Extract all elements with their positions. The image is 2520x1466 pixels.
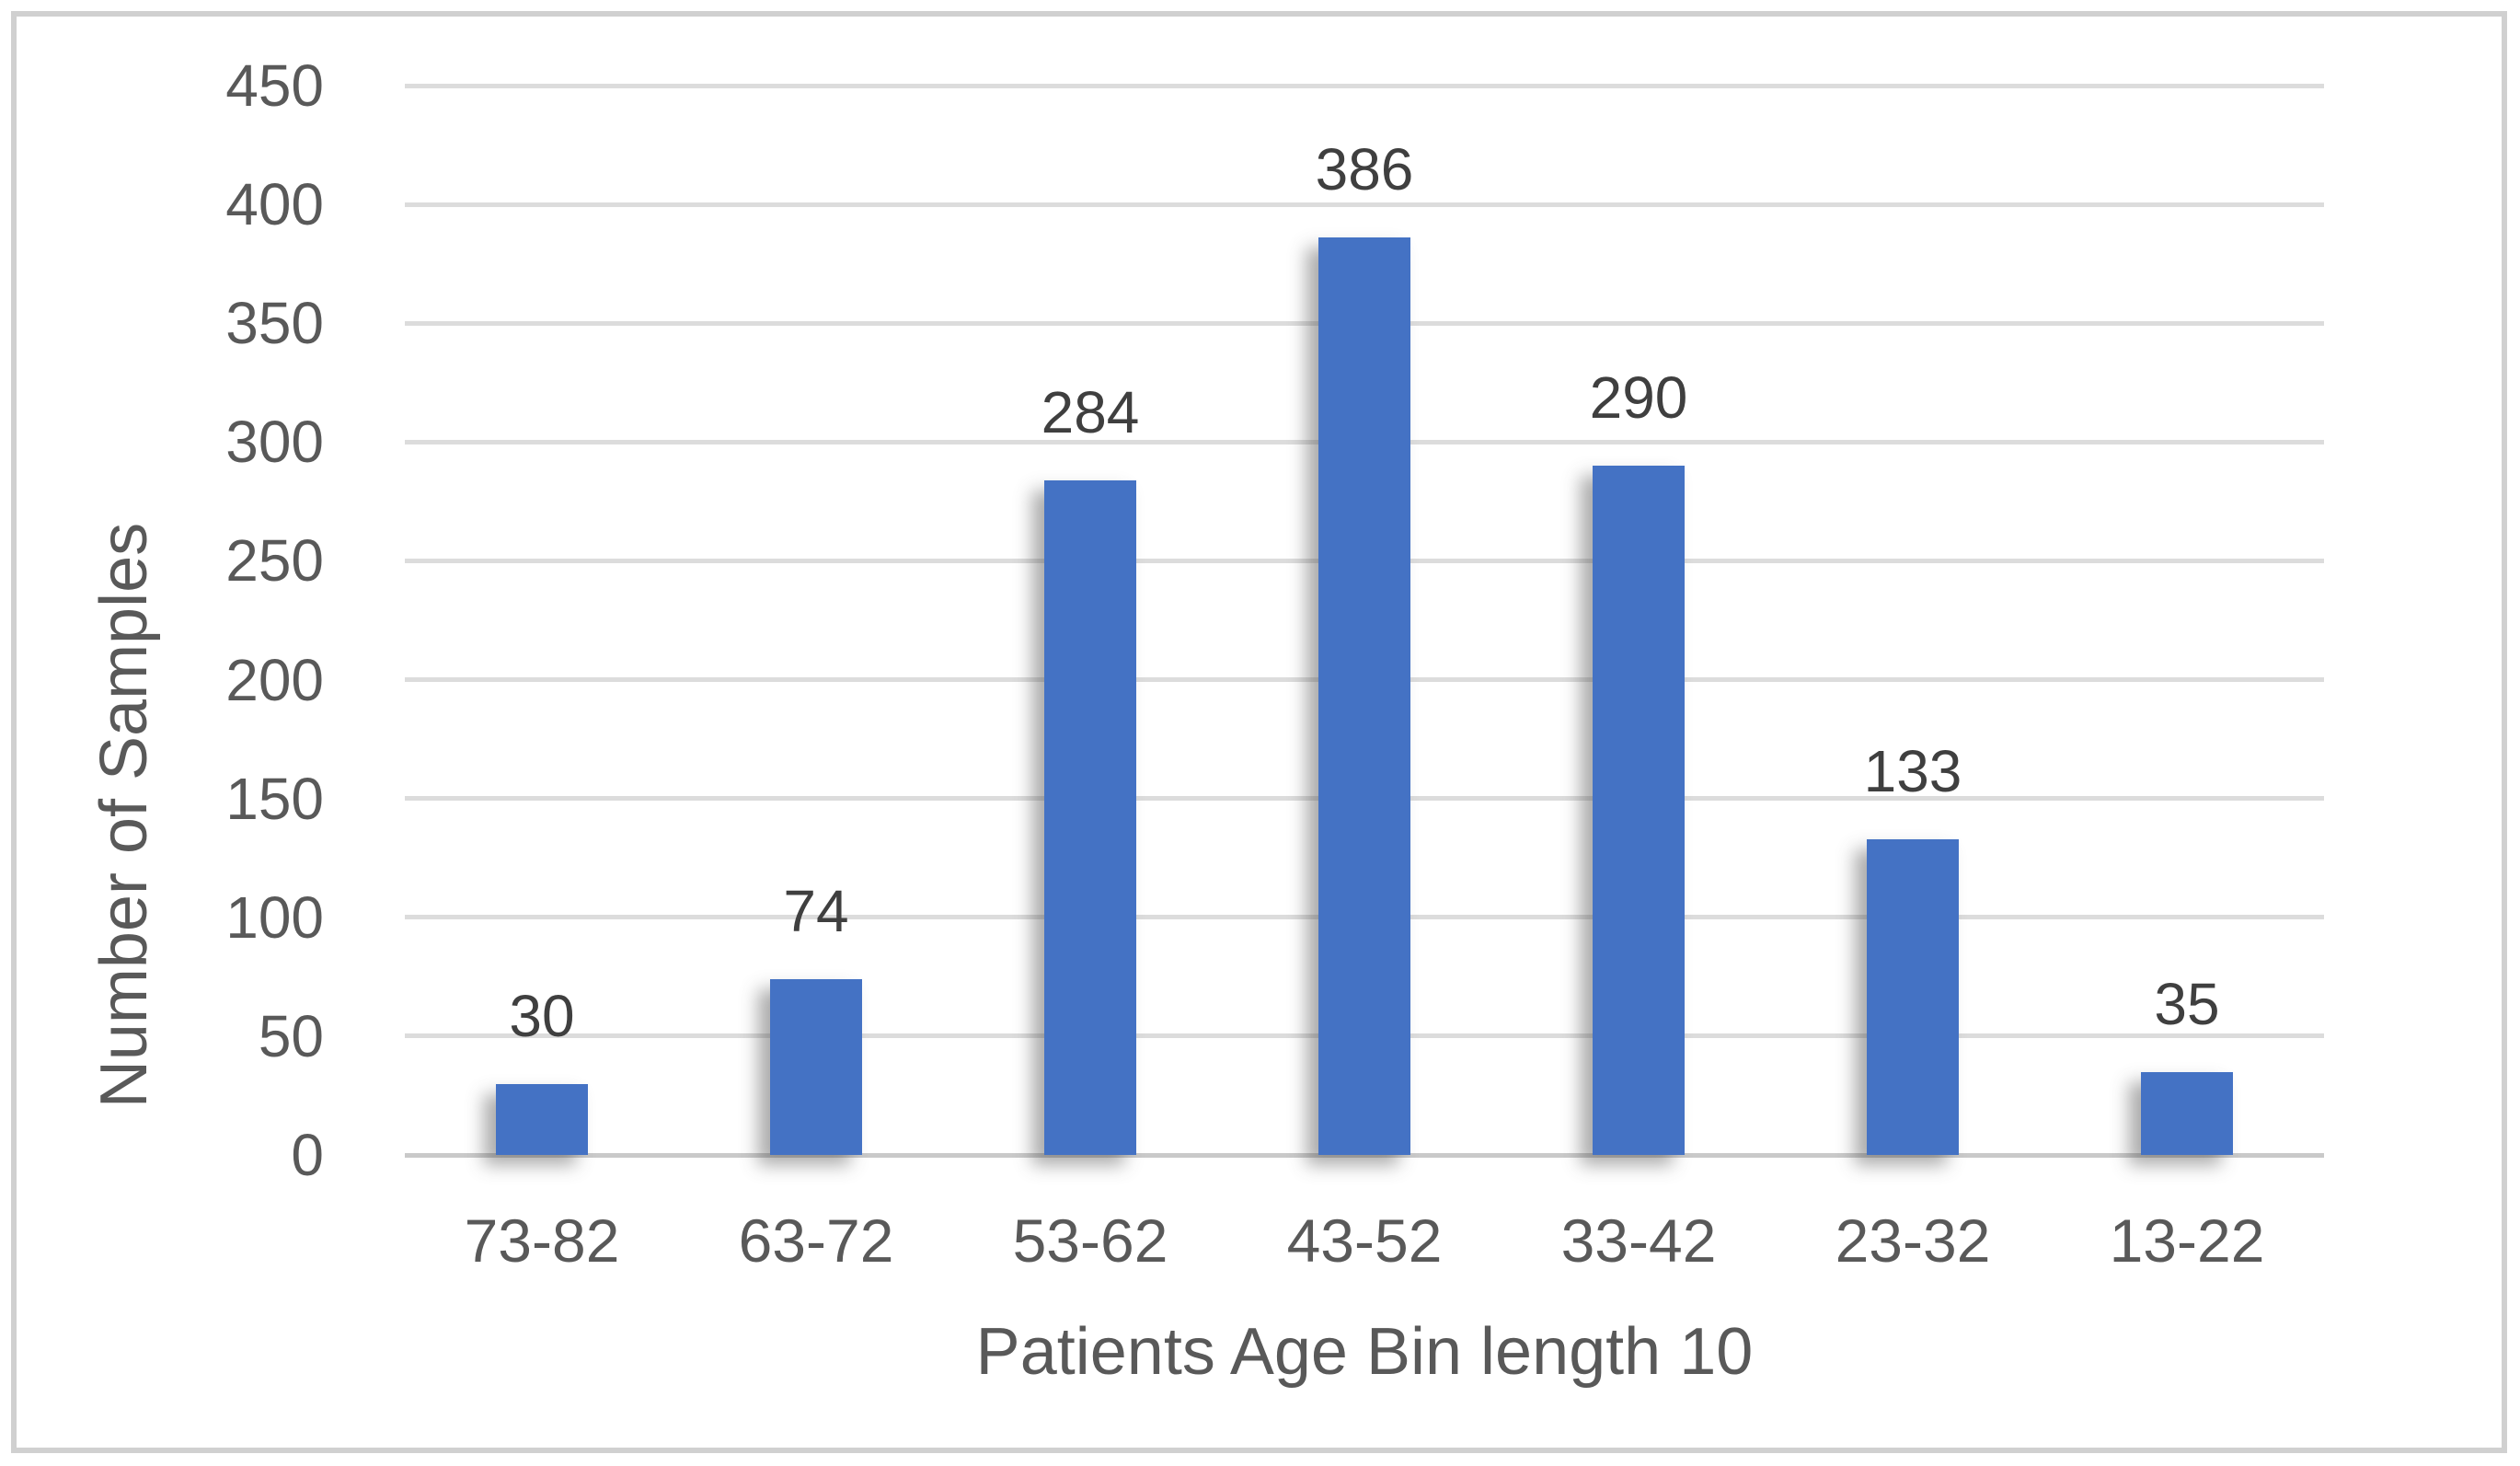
x-axis-line [405,1152,2324,1158]
x-tick-label-33-42: 33-42 [1560,1206,1717,1275]
bar-slot-73-82: 30 [405,86,679,1155]
bar-73-82 [496,1083,588,1155]
bar-slot-13-22: 35 [2050,86,2324,1155]
y-tick-label-250: 250 [225,527,324,594]
y-axis-title: Number of Samples [87,522,161,1109]
y-tick-label-300: 300 [225,409,324,476]
bar-value-label-53-62: 284 [1041,378,1140,445]
bar-value-label-23-32: 133 [1863,737,1962,804]
bar-slot-43-52: 386 [1227,86,1502,1155]
bar-slot-23-32: 133 [1776,86,2050,1155]
bar-slot-53-62: 284 [953,86,1227,1155]
y-tick-label-450: 450 [225,52,324,119]
bar-slot-63-72: 74 [679,86,953,1155]
plot-area: Patients Age Bin length 10 0 50 100 150 200 2… [225,56,2324,1385]
bar-53-62 [1044,479,1136,1155]
y-tick-label-200: 200 [225,646,324,713]
bar-13-22 [2141,1071,2233,1155]
y-tick-label-400: 400 [225,171,324,238]
x-tick-label-13-22: 13-22 [2109,1206,2265,1275]
y-tick-label-0: 0 [291,1122,324,1188]
chart-frame [11,11,2507,1453]
x-tick-label-23-32: 23-32 [1835,1206,1991,1275]
y-tick-label-50: 50 [258,1002,324,1069]
gridline-450 [405,83,2324,88]
bar-value-label-33-42: 290 [1589,364,1688,432]
bar-value-label-63-72: 74 [783,877,849,944]
bar-slot-33-42: 290 [1502,86,1776,1155]
bar-43-52 [1318,237,1410,1155]
x-tick-label-53-62: 53-62 [1012,1206,1168,1275]
x-axis-title: Patients Age Bin length 10 [975,1315,1754,1389]
gridline-400 [405,202,2324,207]
x-tick-label-43-52: 43-52 [1286,1206,1443,1275]
bar-value-label-43-52: 386 [1315,136,1414,203]
y-tick-label-350: 350 [225,290,324,357]
y-tick-label-100: 100 [225,883,324,951]
y-tick-label-150: 150 [225,765,324,832]
x-tick-label-63-72: 63-72 [738,1206,894,1275]
bar-value-label-13-22: 35 [2154,970,2220,1037]
bar-33-42 [1593,466,1685,1155]
x-tick-label-73-82: 73-82 [464,1206,620,1275]
bar-63-72 [770,978,862,1155]
bar-value-label-73-82: 30 [509,982,575,1049]
bar-23-32 [1867,838,1959,1155]
